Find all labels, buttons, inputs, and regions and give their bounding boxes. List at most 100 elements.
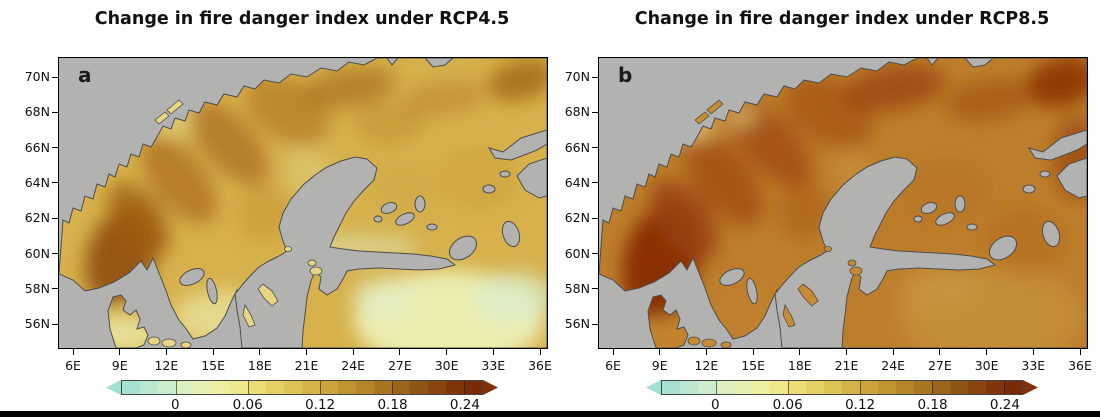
- lat-tick-label: 58N: [564, 280, 590, 296]
- lon-tick-mark: [259, 349, 261, 355]
- field-blob: [189, 100, 269, 186]
- lon-tick-mark: [212, 349, 214, 355]
- field-blob: [369, 163, 439, 213]
- colorbar-tick-mark: [392, 381, 393, 394]
- colorbar-body: [121, 380, 483, 395]
- colorbar-tick-mark: [716, 381, 717, 394]
- lat-tick-mark: [592, 288, 598, 290]
- colorbar-segment: [428, 381, 446, 394]
- lat-tick-label: 60N: [564, 245, 590, 261]
- lat-tick-mark: [52, 253, 58, 254]
- field-blob: [140, 136, 218, 224]
- colorbar-segment: [950, 381, 968, 394]
- colorbar-segment: [806, 381, 824, 394]
- field-blob: [236, 183, 292, 243]
- map-a-svg: [58, 57, 548, 349]
- lon-tick-label: 18E: [247, 358, 272, 373]
- lon-tick-label: 6E: [605, 358, 621, 373]
- lat-tick-mark: [52, 182, 58, 184]
- colorbar-segment: [896, 381, 914, 394]
- lon-tick-mark: [1032, 349, 1034, 355]
- lat-tick-label: 70N: [564, 69, 590, 84]
- field-blob: [301, 66, 397, 110]
- colorbar-a-labels: 0 0.06 0.12 0.18 0.24: [121, 397, 483, 413]
- lon-tick-label: 30E: [434, 358, 459, 373]
- lat-tick-label: 66N: [564, 139, 590, 155]
- field-blob: [487, 58, 547, 102]
- lat-tick-mark: [592, 217, 598, 219]
- field-blob: [778, 180, 830, 240]
- colorbar-left-arrow: [646, 380, 661, 395]
- colorbar-tick-mark: [248, 381, 249, 394]
- lon-tick-label: 24E: [881, 358, 906, 373]
- colorbar-segment: [266, 381, 284, 394]
- lat-tick-label: 66N: [24, 139, 50, 155]
- colorbar-segment: [662, 381, 680, 394]
- lon-tick-mark: [799, 349, 801, 355]
- lat-tick-label: 56N: [564, 316, 590, 332]
- lon-tick-label: 18E: [787, 358, 812, 373]
- colorbar-tick-label: 0.06: [772, 397, 803, 413]
- field-blob: [842, 64, 946, 112]
- lon-tick-mark: [892, 349, 894, 355]
- lon-tick-label: 33E: [1021, 358, 1046, 373]
- panel-a: Change in fire danger index under RCP4.5…: [25, 0, 552, 418]
- colorbar-segment: [320, 381, 338, 394]
- lat-tick-mark: [592, 111, 598, 113]
- colorbar-segment: [932, 381, 950, 394]
- colorbar-segment: [770, 381, 788, 394]
- field-blob: [899, 266, 979, 314]
- bottom-rule: [0, 411, 1100, 417]
- field-blob: [650, 179, 718, 261]
- colorbar-segment: [824, 381, 842, 394]
- colorbar-right-arrow: [483, 380, 498, 395]
- colorbar-segment: [860, 381, 878, 394]
- lat-tick-label: 70N: [24, 69, 50, 84]
- lat-tick-label: 56N: [24, 316, 50, 332]
- colorbar-a: [106, 380, 498, 395]
- map-a: a: [58, 57, 548, 349]
- colorbar-tick-mark: [176, 381, 177, 394]
- colorbar-tick-label: 0.18: [917, 397, 948, 413]
- colorbar-tick-mark: [464, 381, 465, 394]
- colorbar-segment: [788, 381, 806, 394]
- colorbar-b-labels: 0 0.06 0.12 0.18 0.24: [661, 397, 1023, 413]
- colorbar-segment: [446, 381, 464, 394]
- colorbar-segment: [176, 381, 194, 394]
- colorbar-segment: [392, 381, 410, 394]
- lat-tick-mark: [592, 147, 598, 149]
- colorbar-segment: [1004, 381, 1022, 394]
- lon-tick-label: 30E: [974, 358, 999, 373]
- field-blobs: [84, 58, 547, 348]
- field-blob: [107, 182, 171, 258]
- colorbar-segment: [698, 381, 716, 394]
- lon-tick-mark: [1079, 349, 1081, 355]
- colorbar-body: [661, 380, 1023, 395]
- colorbar-segment: [158, 381, 176, 394]
- field-blob: [684, 134, 764, 226]
- colorbar-segment: [122, 381, 140, 394]
- field-blob: [474, 272, 547, 324]
- map-b-svg: [598, 57, 1088, 349]
- lat-tick-mark: [52, 217, 58, 219]
- colorbar-left-arrow: [106, 380, 121, 395]
- lon-tick-mark: [705, 349, 707, 355]
- lon-tick-label: 36E: [1068, 358, 1092, 373]
- colorbar-segment: [734, 381, 752, 394]
- colorbar-segment: [374, 381, 392, 394]
- lat-tick-label: 68N: [564, 104, 590, 120]
- lon-tick-label: 21E: [294, 358, 319, 373]
- lat-tick-mark: [52, 111, 58, 113]
- lat-tick-mark: [592, 76, 598, 78]
- lat-tick-label: 58N: [24, 280, 50, 296]
- panel-letter-b: b: [618, 63, 633, 87]
- colorbar-tick-label: 0.18: [377, 397, 408, 413]
- lon-tick-label: 9E: [111, 358, 128, 373]
- lon-tick-label: 27E: [927, 358, 952, 373]
- lon-tick-mark: [306, 349, 307, 355]
- panel-b-title: Change in fire danger index under RCP8.5: [634, 9, 1050, 29]
- colorbar-tick-mark: [860, 381, 861, 394]
- panel-letter-a: a: [78, 63, 92, 87]
- field-blob: [439, 146, 519, 210]
